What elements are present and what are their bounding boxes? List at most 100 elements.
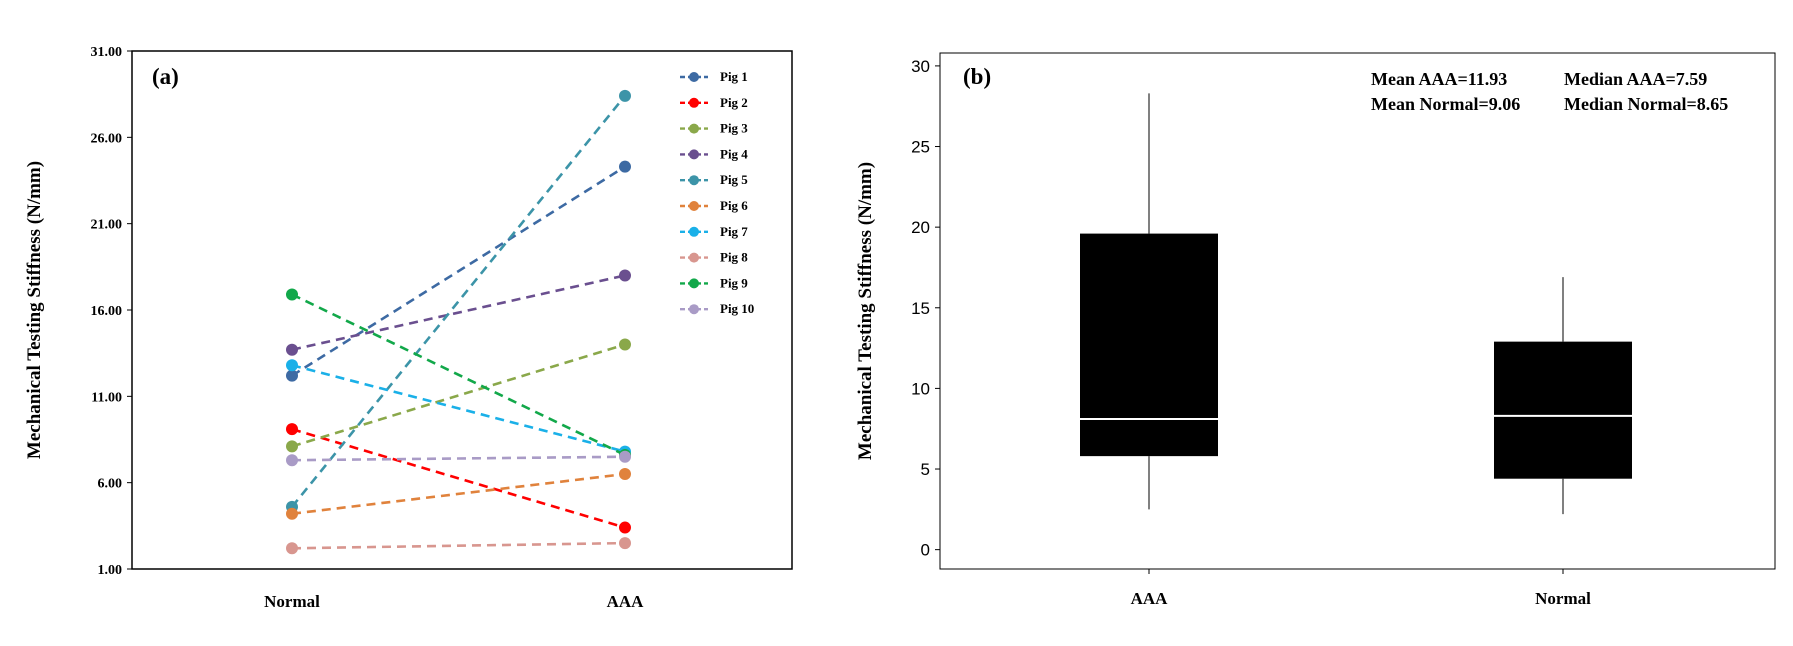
data-point <box>286 343 298 356</box>
y-tick-label: 21.00 <box>91 218 123 233</box>
iqr-box <box>1080 233 1218 457</box>
legend-marker <box>689 149 699 160</box>
x-tick-label: AAA <box>1131 589 1169 608</box>
series-1 <box>286 160 631 382</box>
median-normal-text: Median Normal=8.65 <box>1564 94 1728 114</box>
data-point <box>619 537 631 550</box>
legend-marker <box>689 252 699 263</box>
data-point <box>286 288 298 301</box>
series-line <box>291 363 626 453</box>
series-9 <box>286 288 631 462</box>
legend-label: Pig 1 <box>720 69 748 84</box>
y-tick-label: 5 <box>921 460 930 479</box>
data-point <box>286 440 298 453</box>
series-line <box>291 293 626 457</box>
series-line <box>291 427 626 529</box>
data-point <box>286 359 298 372</box>
stats-annotation: Mean AAA=11.93 Median AAA=7.59 Mean Normal… <box>1371 69 1728 114</box>
y-tick-label: 25 <box>911 138 930 157</box>
y-tick-label: 11.00 <box>91 390 122 405</box>
data-point <box>286 542 298 555</box>
legend-marker <box>689 123 699 134</box>
legend-item: Pig 6 <box>680 198 748 213</box>
series-line <box>290 95 627 508</box>
plot-frame <box>939 52 1776 570</box>
legend-label: Pig 7 <box>720 224 748 239</box>
legend-item: Pig 7 <box>680 224 748 239</box>
legend-item: Pig 8 <box>680 250 748 265</box>
data-point <box>286 369 298 382</box>
data-point <box>619 468 631 481</box>
legend-label: Pig 10 <box>720 301 754 316</box>
y-tick-label: 0 <box>921 541 930 560</box>
series-3 <box>286 338 631 453</box>
legend-item: Pig 3 <box>680 121 748 136</box>
data-point <box>286 507 298 520</box>
mean-normal-text: Mean Normal=9.06 <box>1371 94 1520 114</box>
data-point <box>286 423 298 436</box>
legend-marker <box>689 201 699 211</box>
legend: Pig 1 Pig 2 Pig 3 Pig 4 Pig 5 Pig 6 Pig 7 Pig 8… <box>680 69 754 316</box>
y-axis-title: Mechanical Testing Stiffness (N/mm) <box>24 161 45 459</box>
data-point <box>619 338 631 351</box>
legend-label: Pig 4 <box>720 146 748 161</box>
series-4 <box>286 269 631 356</box>
legend-label: Pig 2 <box>720 95 748 110</box>
panel-label: (a) <box>152 64 179 89</box>
y-axis-title: Mechanical Testing Stiffness (N/mm) <box>855 162 876 460</box>
median-aaa-text: Median AAA=7.59 <box>1564 69 1707 89</box>
legend-label: Pig 8 <box>720 250 748 265</box>
series-2 <box>286 423 631 534</box>
legend-label: Pig 5 <box>720 172 748 187</box>
series-line <box>291 274 626 351</box>
legend-marker <box>689 72 699 82</box>
data-point <box>619 269 631 282</box>
legend-item: Pig 2 <box>680 95 748 110</box>
y-tick-label: 30 <box>911 57 930 76</box>
legend-marker <box>689 226 699 237</box>
box-aaa <box>1080 93 1218 510</box>
data-point <box>619 89 631 102</box>
y-tick-label: 31.00 <box>91 45 123 60</box>
y-tick-label: 10 <box>911 379 930 398</box>
series-6 <box>286 468 631 520</box>
y-tick-label: 15 <box>911 299 930 318</box>
series-5 <box>286 89 631 513</box>
legend-item: Pig 4 <box>680 146 748 161</box>
y-tick-label: 6.00 <box>98 477 123 492</box>
data-point <box>619 521 631 534</box>
iqr-box <box>1494 341 1632 479</box>
data-point <box>286 454 298 467</box>
x-tick-label: AAA <box>607 592 645 611</box>
mean-aaa-text: Mean AAA=11.93 <box>1371 69 1507 89</box>
legend-label: Pig 9 <box>720 275 748 290</box>
panel-label: (b) <box>963 64 991 89</box>
legend-item: Pig 1 <box>680 69 748 84</box>
panel-a-line-chart: 1.00 6.00 11.00 16.00 21.00 26.00 31.00 Normal A… <box>24 45 793 611</box>
series-line <box>291 165 626 377</box>
series-line <box>291 455 626 462</box>
series-8 <box>286 537 631 555</box>
x-tick-label: Normal <box>264 592 320 611</box>
legend-marker <box>689 304 699 315</box>
data-point <box>619 160 631 173</box>
panel-b-box-plot: 0 5 10 15 20 25 30 AAA Normal Mechanical Testing … <box>855 52 1776 608</box>
y-tick-label: 1.00 <box>98 563 123 578</box>
legend-label: Pig 3 <box>720 121 748 136</box>
y-tick-label: 20 <box>911 218 930 237</box>
series-line <box>291 541 626 550</box>
legend-item: Pig 10 <box>680 301 754 316</box>
box-normal <box>1494 277 1632 515</box>
legend-marker <box>689 97 699 108</box>
y-tick-label: 26.00 <box>91 131 123 146</box>
y-tick-label: 16.00 <box>91 304 123 319</box>
legend-label: Pig 6 <box>720 198 748 213</box>
legend-marker <box>689 278 699 289</box>
series-line <box>291 343 626 448</box>
legend-marker <box>689 175 699 186</box>
data-point <box>619 450 631 463</box>
legend-item: Pig 5 <box>680 172 748 187</box>
legend-item: Pig 9 <box>680 275 748 290</box>
x-tick-label: Normal <box>1535 589 1591 608</box>
